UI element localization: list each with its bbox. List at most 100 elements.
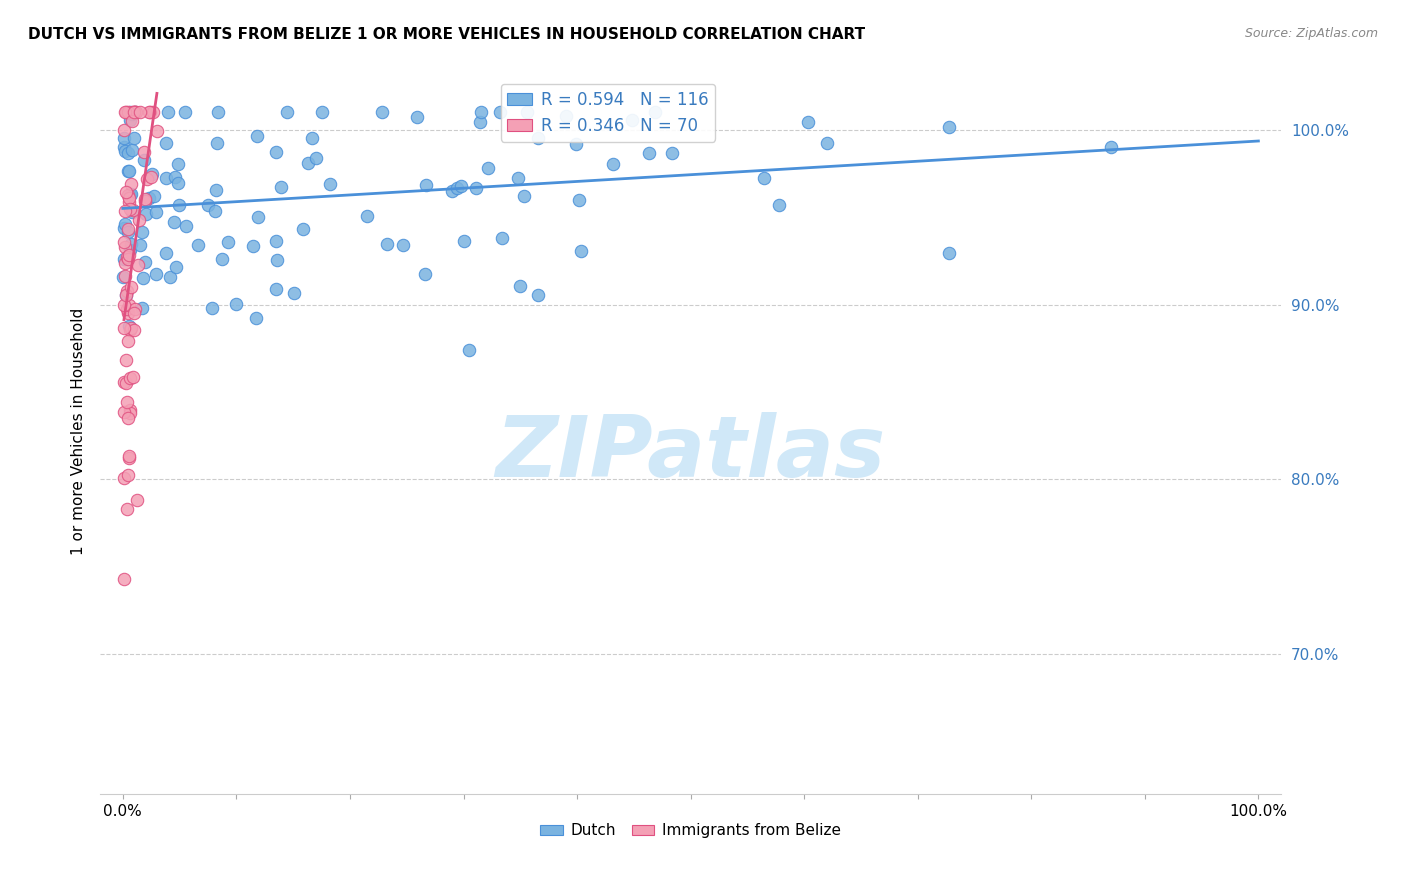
- Point: [242, 238, 264, 252]
- Text: ZIPatlas: ZIPatlas: [495, 411, 886, 494]
- Point: [129, 105, 152, 120]
- Point: [297, 155, 319, 169]
- Point: [375, 237, 398, 252]
- Point: [117, 467, 139, 482]
- Point: [127, 258, 149, 272]
- Point: [122, 105, 145, 120]
- Point: [117, 248, 139, 262]
- Point: [115, 288, 138, 302]
- Point: [115, 250, 138, 264]
- Point: [118, 322, 141, 336]
- Point: [489, 105, 512, 120]
- Point: [112, 270, 135, 285]
- Point: [155, 246, 177, 260]
- Point: [138, 191, 160, 205]
- Point: [211, 252, 233, 266]
- Point: [264, 145, 287, 159]
- Point: [118, 319, 141, 334]
- Point: [124, 323, 146, 337]
- Point: [527, 130, 550, 145]
- Point: [225, 297, 247, 311]
- Point: [117, 194, 139, 209]
- Point: [506, 170, 529, 185]
- Point: [491, 231, 513, 245]
- Point: [135, 207, 157, 221]
- Point: [118, 105, 141, 120]
- Point: [938, 245, 960, 260]
- Point: [509, 279, 531, 293]
- Point: [661, 145, 683, 160]
- Point: [458, 343, 481, 357]
- Point: [146, 124, 169, 138]
- Point: [117, 164, 139, 178]
- Point: [118, 402, 141, 417]
- Point: [644, 105, 666, 120]
- Point: [124, 105, 146, 120]
- Point: [207, 105, 229, 120]
- Point: [121, 107, 143, 121]
- Point: [143, 188, 166, 202]
- Point: [117, 252, 139, 266]
- Point: [247, 210, 270, 224]
- Point: [114, 256, 136, 270]
- Point: [205, 136, 228, 150]
- Point: [768, 197, 790, 211]
- Point: [470, 115, 492, 129]
- Point: [201, 301, 224, 315]
- Point: [125, 105, 148, 120]
- Point: [121, 205, 143, 219]
- Point: [118, 298, 141, 312]
- Point: [114, 217, 136, 231]
- Point: [155, 136, 177, 150]
- Point: [125, 493, 148, 508]
- Point: [117, 225, 139, 239]
- Point: [205, 183, 228, 197]
- Point: [270, 179, 292, 194]
- Point: [132, 153, 155, 167]
- Point: [122, 105, 145, 120]
- Point: [450, 178, 472, 193]
- Point: [291, 222, 314, 236]
- Point: [112, 139, 135, 153]
- Point: [124, 130, 146, 145]
- Point: [246, 129, 269, 144]
- Point: [118, 202, 141, 216]
- Point: [145, 204, 167, 219]
- Point: [134, 145, 156, 159]
- Point: [112, 235, 135, 249]
- Point: [132, 270, 155, 285]
- Point: [121, 143, 143, 157]
- Y-axis label: 1 or more Vehicles in Household: 1 or more Vehicles in Household: [72, 308, 86, 555]
- Point: [114, 204, 136, 219]
- Legend: Dutch, Immigrants from Belize: Dutch, Immigrants from Belize: [534, 817, 848, 845]
- Point: [115, 394, 138, 409]
- Text: DUTCH VS IMMIGRANTS FROM BELIZE 1 OR MORE VEHICLES IN HOUSEHOLD CORRELATION CHAR: DUTCH VS IMMIGRANTS FROM BELIZE 1 OR MOR…: [28, 27, 865, 42]
- Point: [139, 169, 162, 184]
- Point: [638, 145, 661, 160]
- Point: [115, 301, 138, 316]
- Point: [526, 288, 548, 302]
- Point: [118, 163, 141, 178]
- Point: [118, 450, 141, 465]
- Point: [122, 306, 145, 320]
- Point: [245, 311, 267, 326]
- Point: [163, 215, 186, 229]
- Point: [117, 306, 139, 320]
- Point: [134, 194, 156, 209]
- Point: [796, 115, 818, 129]
- Point: [118, 191, 141, 205]
- Point: [139, 105, 162, 120]
- Point: [120, 112, 142, 127]
- Point: [356, 209, 378, 223]
- Point: [115, 502, 138, 516]
- Point: [620, 112, 643, 127]
- Point: [118, 371, 141, 385]
- Point: [283, 285, 305, 300]
- Point: [134, 192, 156, 206]
- Point: [112, 298, 135, 312]
- Point: [1099, 140, 1122, 154]
- Point: [120, 188, 142, 202]
- Point: [173, 105, 195, 120]
- Point: [118, 449, 141, 463]
- Point: [117, 187, 139, 202]
